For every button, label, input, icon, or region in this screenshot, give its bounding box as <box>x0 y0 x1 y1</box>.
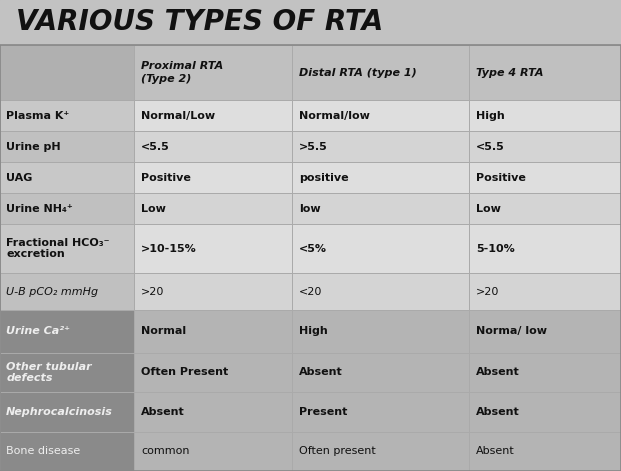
Text: Bone disease: Bone disease <box>6 447 81 456</box>
Text: positive: positive <box>299 173 349 183</box>
Bar <box>292 392 469 431</box>
Text: Fractional HCO₃⁻
excretion: Fractional HCO₃⁻ excretion <box>6 238 110 260</box>
Text: Positive: Positive <box>476 173 526 183</box>
Text: Absent: Absent <box>476 407 520 417</box>
Text: common: common <box>141 447 189 456</box>
Text: >20: >20 <box>141 286 165 297</box>
Text: Plasma K⁺: Plasma K⁺ <box>6 111 70 121</box>
Text: VARIOUS TYPES OF RTA: VARIOUS TYPES OF RTA <box>16 8 383 36</box>
Text: <20: <20 <box>299 286 323 297</box>
Text: Proximal RTA
(Type 2): Proximal RTA (Type 2) <box>141 61 223 84</box>
Bar <box>134 224 292 273</box>
Bar <box>0 273 134 310</box>
Bar <box>134 273 292 310</box>
Bar <box>469 431 621 471</box>
Bar <box>0 310 134 353</box>
Bar <box>292 353 469 392</box>
Text: Absent: Absent <box>299 367 343 377</box>
Text: <5.5: <5.5 <box>141 142 170 152</box>
Text: Other tubular
defects: Other tubular defects <box>6 362 92 383</box>
Bar <box>0 392 134 431</box>
Bar <box>292 100 469 131</box>
Text: Often present: Often present <box>299 447 376 456</box>
Bar <box>469 273 621 310</box>
Text: Positive: Positive <box>141 173 191 183</box>
Text: Urine NH₄⁺: Urine NH₄⁺ <box>6 203 73 213</box>
Bar <box>469 392 621 431</box>
Bar <box>469 193 621 224</box>
Bar <box>292 162 469 193</box>
Text: Absent: Absent <box>141 407 184 417</box>
Text: U-B pCO₂ mmHg: U-B pCO₂ mmHg <box>6 286 98 297</box>
Bar <box>292 193 469 224</box>
Bar <box>292 310 469 353</box>
Text: Nephrocalcinosis: Nephrocalcinosis <box>6 407 113 417</box>
Text: Low: Low <box>141 203 166 213</box>
Bar <box>469 224 621 273</box>
Text: Normal/low: Normal/low <box>299 111 370 121</box>
Bar <box>469 310 621 353</box>
Bar <box>134 131 292 162</box>
Bar <box>292 273 469 310</box>
Bar <box>134 310 292 353</box>
Text: Urine pH: Urine pH <box>6 142 61 152</box>
Text: High: High <box>299 326 328 336</box>
Bar <box>469 45 621 100</box>
Bar <box>292 45 469 100</box>
Text: low: low <box>299 203 321 213</box>
Text: >20: >20 <box>476 286 500 297</box>
Bar <box>134 100 292 131</box>
Bar <box>0 45 134 100</box>
Bar <box>292 431 469 471</box>
Text: <5%: <5% <box>299 244 327 254</box>
Bar <box>0 193 134 224</box>
Bar <box>0 100 134 131</box>
Text: UAG: UAG <box>6 173 32 183</box>
Bar <box>0 131 134 162</box>
Text: Absent: Absent <box>476 367 520 377</box>
Text: <5.5: <5.5 <box>476 142 505 152</box>
Bar <box>469 353 621 392</box>
Text: Distal RTA (type 1): Distal RTA (type 1) <box>299 68 417 78</box>
Text: Normal/Low: Normal/Low <box>141 111 215 121</box>
Text: Normal: Normal <box>141 326 186 336</box>
Bar <box>469 162 621 193</box>
Bar <box>0 224 134 273</box>
Bar <box>292 224 469 273</box>
Bar <box>292 131 469 162</box>
Text: Type 4 RTA: Type 4 RTA <box>476 68 544 78</box>
Text: Norma/ low: Norma/ low <box>476 326 547 336</box>
Text: Urine Ca²⁺: Urine Ca²⁺ <box>6 326 70 336</box>
Text: Often Present: Often Present <box>141 367 228 377</box>
Text: Absent: Absent <box>476 447 515 456</box>
Bar <box>134 353 292 392</box>
Bar <box>0 431 134 471</box>
Bar <box>0 353 134 392</box>
Bar <box>469 100 621 131</box>
Bar <box>134 392 292 431</box>
Text: >5.5: >5.5 <box>299 142 328 152</box>
Text: 5-10%: 5-10% <box>476 244 515 254</box>
Text: Present: Present <box>299 407 348 417</box>
Text: High: High <box>476 111 505 121</box>
Bar <box>134 431 292 471</box>
Text: >10-15%: >10-15% <box>141 244 197 254</box>
Bar <box>134 193 292 224</box>
Bar <box>0 162 134 193</box>
Bar <box>134 45 292 100</box>
Bar <box>134 162 292 193</box>
Text: Low: Low <box>476 203 501 213</box>
Bar <box>469 131 621 162</box>
Bar <box>0 0 621 45</box>
